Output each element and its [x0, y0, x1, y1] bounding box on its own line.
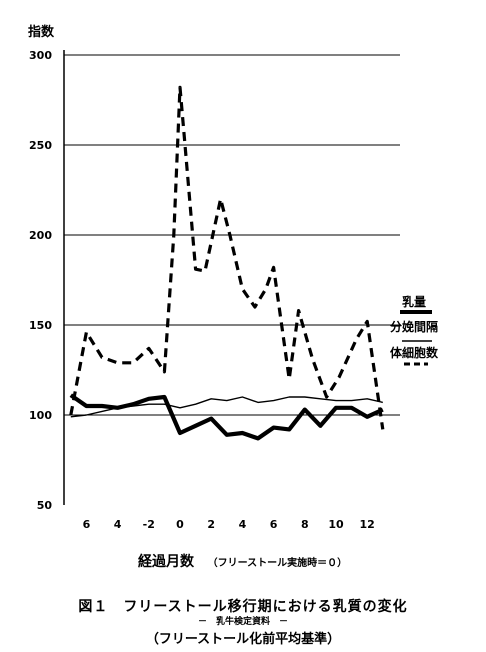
legend-label-somatic-cell: 体細胞数	[390, 345, 439, 360]
y-tick-label: 100	[29, 409, 52, 422]
x-tick-label: 8	[301, 518, 309, 531]
y-tick-label: 300	[29, 49, 52, 62]
y-axis-label: 指数	[28, 24, 55, 40]
figure-source: － 乳牛検定資料 －	[197, 617, 288, 627]
series-line-milk-yield	[69, 393, 384, 441]
gridlines	[63, 50, 400, 505]
legend-label-milk-yield: 乳量	[402, 294, 426, 309]
y-tick-label: 50	[37, 499, 53, 512]
legend: 乳量 分娩間隔 体細胞数	[390, 294, 439, 366]
x-tick-label: 12	[360, 518, 375, 531]
y-tick-labels: 50 100 150 200 250 300	[29, 49, 52, 512]
x-tick-label: 4	[239, 518, 247, 531]
x-tick-label: -2	[143, 518, 155, 531]
x-tick-label: 6	[83, 518, 91, 531]
x-tick-label: 10	[328, 518, 344, 531]
series-line-somatic-cell	[69, 85, 385, 430]
figure-title: 図１ フリーストール移行期における乳質の変化	[78, 599, 408, 615]
x-tick-labels: 6 4 -2 0 2 4 6 8 10 12	[83, 518, 375, 531]
x-tick-label: 6	[270, 518, 278, 531]
x-axis-label: 経過月数 （フリーストール実施時＝０）	[138, 551, 347, 570]
x-tick-label: 2	[207, 518, 215, 531]
y-tick-label: 200	[29, 229, 52, 242]
y-tick-label: 150	[29, 319, 52, 332]
figure-basis: （フリーストール化前平均基準）	[145, 632, 341, 647]
series-lines	[69, 85, 385, 441]
y-tick-label: 250	[29, 139, 52, 152]
x-tick-label: 0	[176, 518, 184, 531]
legend-label-calving-interval: 分娩間隔	[390, 319, 438, 334]
x-axis-label-main: 経過月数	[138, 553, 195, 570]
x-tick-label: 4	[114, 518, 122, 531]
x-axis-label-note: （フリーストール実施時＝０）	[208, 556, 348, 569]
